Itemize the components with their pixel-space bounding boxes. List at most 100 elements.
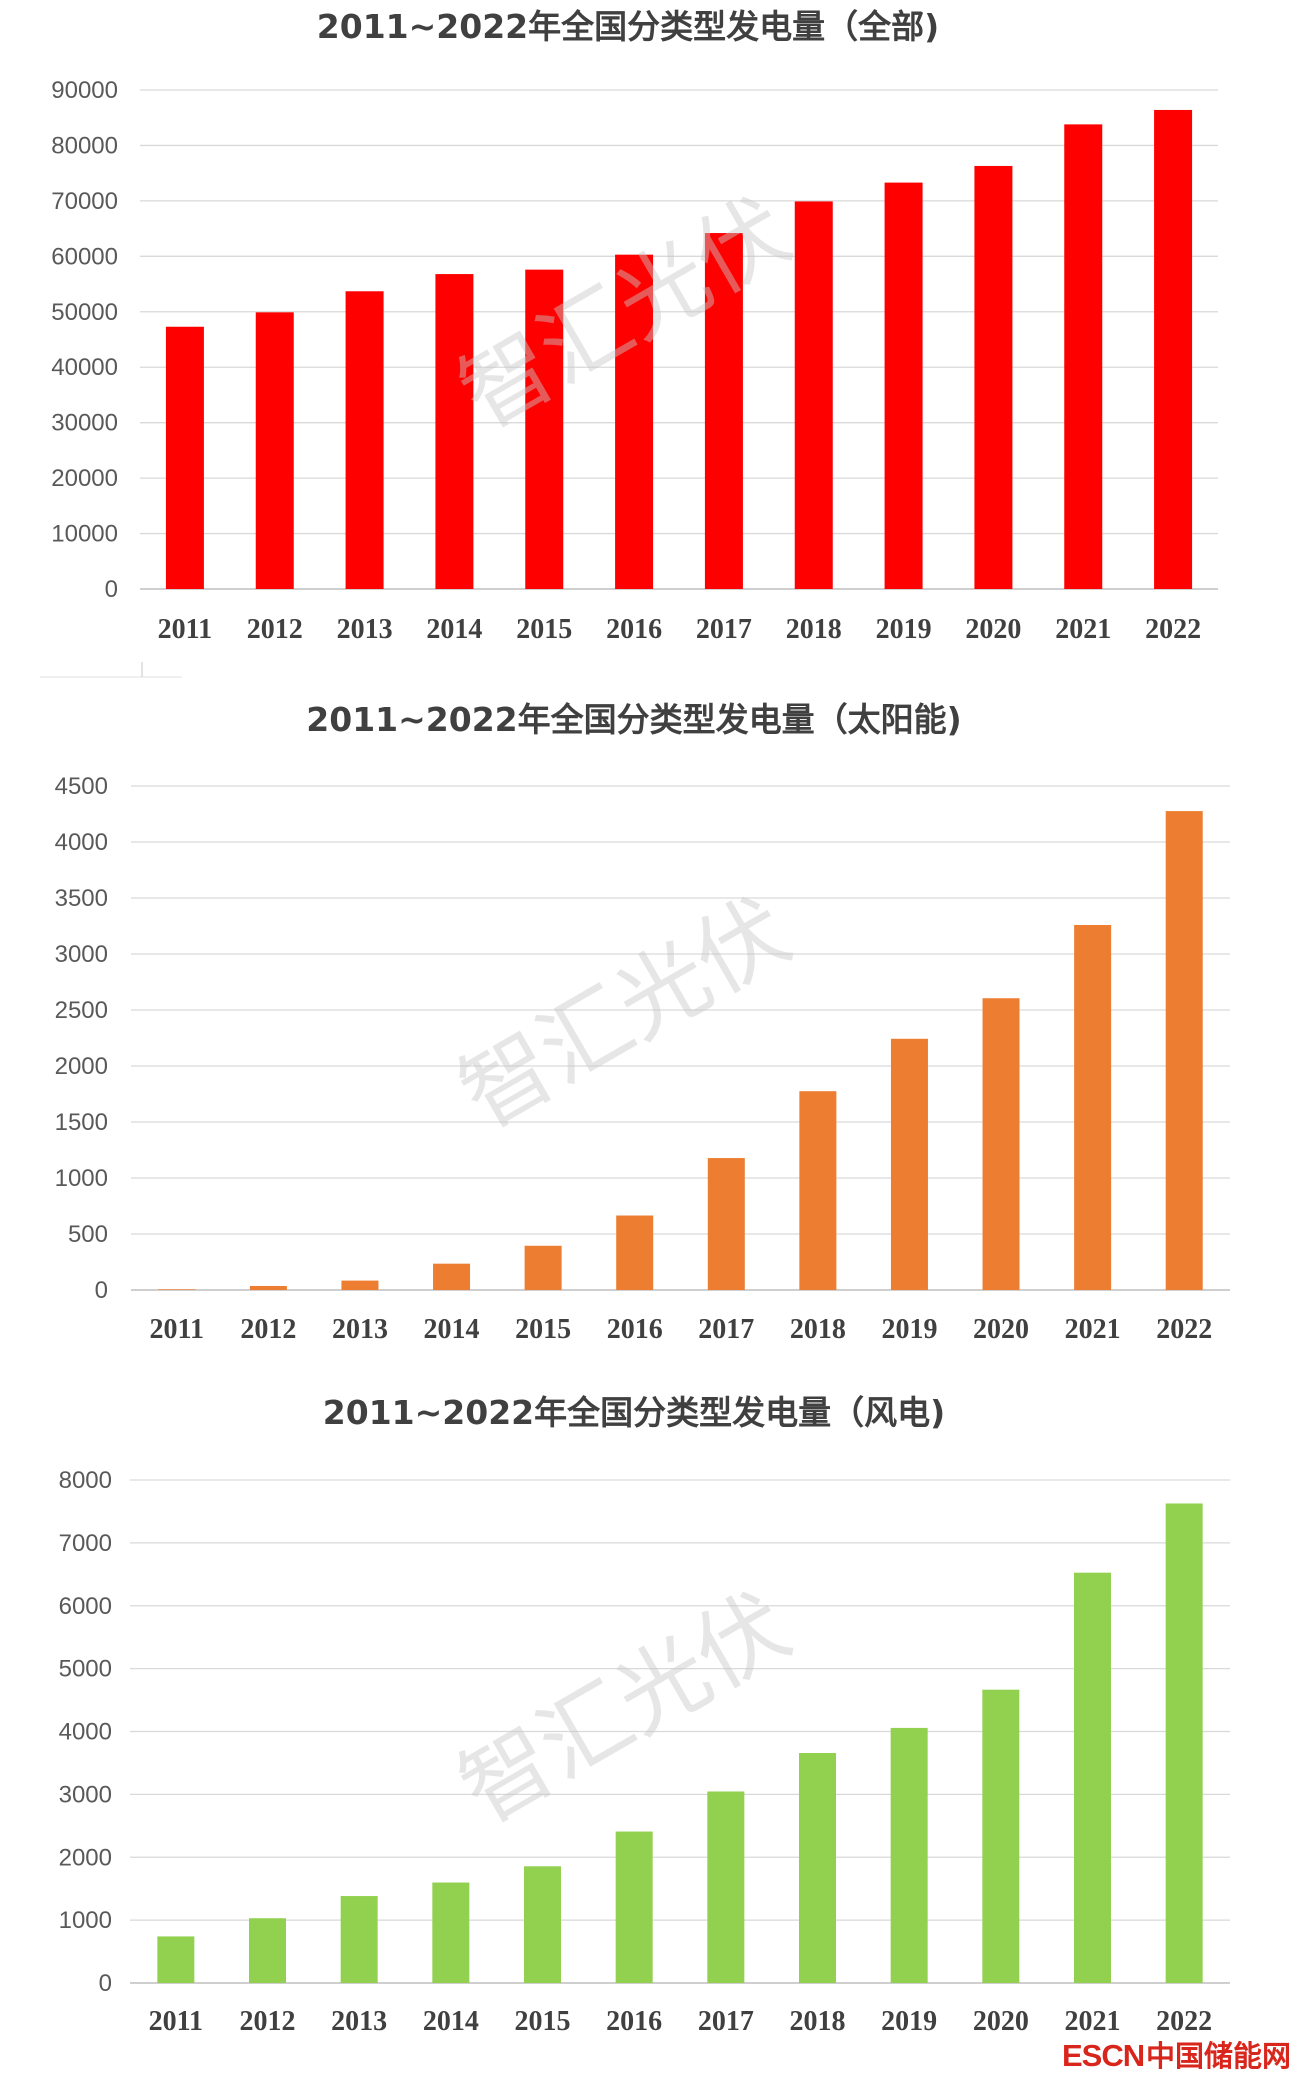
- y-tick-label: 7000: [59, 1530, 112, 1557]
- y-tick-label: 2500: [55, 997, 108, 1024]
- bar: [1165, 1503, 1203, 1983]
- x-tick-label: 2012: [240, 1314, 296, 1345]
- y-tick-label: 1000: [59, 1907, 112, 1934]
- x-tick-label: 2013: [331, 2006, 387, 2037]
- bar: [884, 182, 923, 589]
- y-tick-label: 8000: [59, 1467, 112, 1494]
- x-tick-label: 2016: [607, 1314, 663, 1345]
- y-tick-label: 0: [95, 1277, 108, 1304]
- chart-title: 2011~2022年全国分类型发电量（风电): [323, 1393, 945, 1432]
- y-tick-label: 0: [99, 1970, 112, 1997]
- y-tick-label: 70000: [51, 188, 118, 215]
- x-tick-label: 2020: [973, 1314, 1029, 1345]
- y-tick-label: 0: [105, 576, 118, 603]
- y-tick-label: 80000: [51, 132, 118, 159]
- x-tick-label: 2013: [332, 1314, 388, 1345]
- bar: [432, 1882, 470, 1983]
- bar: [165, 326, 204, 589]
- y-tick-label: 90000: [51, 77, 118, 104]
- x-tick-label: 2016: [606, 2006, 662, 2037]
- x-tick-label: 2018: [790, 1314, 846, 1345]
- y-tick-label: 2000: [55, 1053, 108, 1080]
- x-tick-label: 2019: [881, 1314, 937, 1345]
- bar: [249, 1285, 287, 1290]
- bar: [707, 1158, 745, 1290]
- y-tick-label: 40000: [51, 354, 118, 381]
- y-tick-label: 3000: [59, 1781, 112, 1808]
- y-tick-label: 4000: [59, 1719, 112, 1746]
- y-tick-label: 4500: [55, 773, 108, 800]
- x-tick-label: 2017: [698, 2006, 754, 2037]
- y-tick-label: 6000: [59, 1593, 112, 1620]
- bar: [616, 1215, 654, 1290]
- bar: [1074, 924, 1112, 1290]
- x-tick-label: 2021: [1065, 1314, 1121, 1345]
- x-tick-label: 2021: [1065, 2006, 1121, 2037]
- chart-title: 2011~2022年全国分类型发电量（全部): [317, 7, 939, 46]
- y-tick-label: 1000: [55, 1165, 108, 1192]
- x-tick-label: 2015: [516, 614, 572, 645]
- x-tick-label: 2014: [424, 1314, 480, 1345]
- x-tick-label: 2011: [158, 614, 212, 645]
- chart-total: 2011~2022年全国分类型发电量（全部) 0 10000 20000 30000 4…: [51, 7, 1218, 645]
- bar: [249, 1918, 286, 1983]
- bar: [340, 1896, 378, 1983]
- x-tick-label: 2020: [965, 614, 1021, 645]
- y-tick-label: 3500: [55, 885, 108, 912]
- x-tick-label: 2014: [426, 614, 482, 645]
- x-tick-label: 2020: [973, 2006, 1029, 2037]
- x-tick-label: 2019: [881, 2006, 937, 2037]
- y-tick-label: 2000: [59, 1844, 112, 1871]
- bar: [255, 312, 294, 589]
- y-tick-label: 5000: [59, 1656, 112, 1683]
- chart-title: 2011~2022年全国分类型发电量（太阳能): [306, 700, 961, 739]
- x-tick-label: 2015: [515, 1314, 571, 1345]
- bar: [982, 1689, 1020, 1983]
- bar: [1154, 109, 1193, 590]
- x-tick-label: 2022: [1156, 1314, 1212, 1345]
- x-tick-label: 2017: [696, 614, 752, 645]
- y-tick-label: 60000: [51, 243, 118, 270]
- x-tick-label: 2016: [606, 614, 662, 645]
- x-tick-label: 2019: [876, 614, 932, 645]
- x-tick-label: 2018: [786, 614, 842, 645]
- bar: [890, 1727, 928, 1983]
- x-tick-label: 2017: [698, 1314, 754, 1345]
- bar: [799, 1091, 837, 1290]
- x-tick-label: 2014: [423, 2006, 479, 2037]
- y-tick-label: 30000: [51, 410, 118, 437]
- x-tick-label: 2011: [150, 1314, 204, 1345]
- bar: [433, 1263, 471, 1290]
- bar: [799, 1753, 836, 1983]
- brand-logo: ESCN 中国储能网: [1062, 2038, 1289, 2073]
- x-tick-label: 2022: [1156, 2006, 1212, 2037]
- chart-solar: 2011~2022年全国分类型发电量（太阳能) 0 500 1000 1500 2000…: [55, 700, 1230, 1345]
- bar: [158, 1289, 196, 1290]
- bar: [707, 1791, 745, 1983]
- y-tick-label: 3000: [55, 941, 108, 968]
- bar: [982, 998, 1020, 1290]
- bar: [157, 1936, 195, 1983]
- y-tick-label: 1500: [55, 1109, 108, 1136]
- bar: [525, 269, 564, 589]
- x-tick-label: 2012: [240, 2006, 296, 2037]
- brand-latin: ESCN: [1062, 2038, 1144, 2073]
- brand-chinese: 中国储能网: [1146, 2039, 1289, 2073]
- x-tick-label: 2011: [149, 2006, 203, 2037]
- y-tick-label: 10000: [51, 521, 118, 548]
- bar: [615, 1831, 653, 1983]
- x-tick-label: 2013: [337, 614, 393, 645]
- y-tick-label: 500: [68, 1221, 108, 1248]
- bar: [890, 1038, 928, 1290]
- y-tick-label: 20000: [51, 465, 118, 492]
- bar: [524, 1866, 561, 1983]
- bar: [524, 1245, 562, 1290]
- watermark: 智汇光伏: [443, 878, 807, 1149]
- bar: [1165, 811, 1203, 1290]
- x-tick-label: 2021: [1055, 614, 1111, 645]
- bar: [1074, 1572, 1111, 1983]
- bar: [704, 233, 743, 589]
- watermark: 智汇光伏: [443, 1573, 807, 1844]
- bar: [435, 274, 474, 589]
